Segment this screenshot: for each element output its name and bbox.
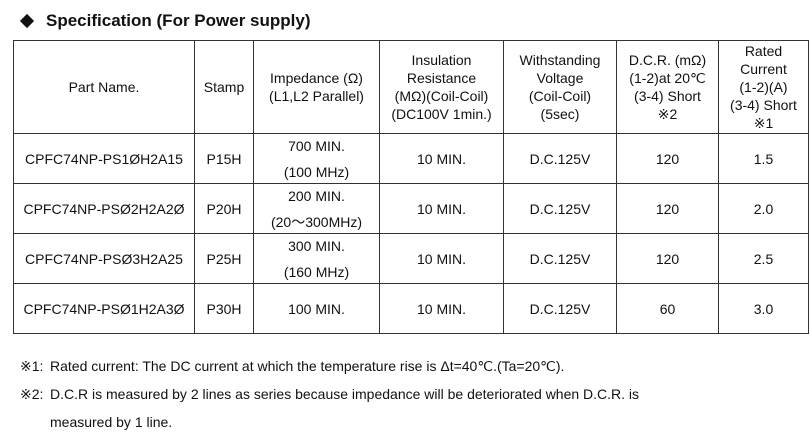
table-row: CPFC74NP-PSØ3H2A25 P25H 300 MIN. (160 MHz…	[13, 233, 809, 284]
footnote-1: ※1: Rated current: The DC current at whic…	[20, 358, 565, 374]
voltage-cell: D.C.125V	[503, 133, 617, 184]
part-name-cell: CPFC74NP-PSØ1H2A3Ø	[13, 283, 195, 334]
table-row: CPFC74NP-PSØ2H2A2Ø P20H 200 MIN. (20～300M…	[13, 183, 809, 234]
stamp-cell: P15H	[194, 133, 254, 184]
insulation-cell: 10 MIN.	[379, 133, 504, 184]
header-row: Part Name. Stamp Impedance (Ω) (L1,L2 Pa…	[13, 40, 809, 134]
part-name-cell: CPFC74NP-PSØ3H2A25	[13, 233, 195, 284]
dcr-cell: 120	[616, 133, 719, 184]
header-stamp: Stamp	[194, 40, 254, 134]
insulation-cell: 10 MIN.	[379, 183, 504, 234]
insulation-cell: 10 MIN.	[379, 283, 504, 334]
header-rated-current: Rated Current (1-2)(A) (3-4) Short ※1	[718, 40, 809, 134]
header-part-name: Part Name.	[13, 40, 195, 134]
part-name-cell: CPFC74NP-PSØ2H2A2Ø	[13, 183, 195, 234]
section-title: Specification (For Power supply)	[16, 8, 310, 34]
diamond-bullet-icon	[19, 13, 35, 29]
rated-current-cell: 1.5	[718, 133, 809, 184]
table-row: CPFC74NP-PSØ1H2A3Ø P30H 100 MIN. 10 MIN.…	[13, 283, 809, 334]
impedance-cell: 100 MIN.	[253, 283, 380, 334]
footnotes: ※1: Rated current: The DC current at whic…	[20, 352, 800, 436]
dcr-cell: 120	[616, 233, 719, 284]
footnote-2: ※2: D.C.R is measured by 2 lines as serie…	[20, 386, 640, 430]
header-impedance: Impedance (Ω) (L1,L2 Parallel)	[253, 40, 380, 134]
stamp-cell: P25H	[194, 233, 254, 284]
rated-current-cell: 3.0	[718, 283, 809, 334]
impedance-cell: 700 MIN. (100 MHz)	[253, 133, 380, 184]
voltage-cell: D.C.125V	[503, 233, 617, 284]
impedance-cell: 200 MIN. (20～300MHz)	[253, 183, 380, 234]
rated-current-cell: 2.0	[718, 183, 809, 234]
header-withstanding: Withstanding Voltage (Coil-Coil) (5sec)	[503, 40, 617, 134]
insulation-cell: 10 MIN.	[379, 233, 504, 284]
table-row: CPFC74NP-PS1ØH2A15 P15H 700 MIN. (100 MHz…	[13, 133, 809, 184]
part-name-cell: CPFC74NP-PS1ØH2A15	[13, 133, 195, 184]
header-dcr: D.C.R. (mΩ) (1-2)at 20℃ (3-4) Short ※2	[616, 40, 719, 134]
impedance-cell: 300 MIN. (160 MHz)	[253, 233, 380, 284]
title-text: Specification (For Power supply)	[46, 11, 311, 30]
voltage-cell: D.C.125V	[503, 183, 617, 234]
stamp-cell: P30H	[194, 283, 254, 334]
stamp-cell: P20H	[194, 183, 254, 234]
header-insulation: Insulation Resistance (MΩ)(Coil-Coil) (D…	[379, 40, 504, 134]
dcr-cell: 120	[616, 183, 719, 234]
dcr-cell: 60	[616, 283, 719, 334]
rated-current-cell: 2.5	[718, 233, 809, 284]
voltage-cell: D.C.125V	[503, 283, 617, 334]
specification-table: Part Name. Stamp Impedance (Ω) (L1,L2 Pa…	[13, 40, 809, 334]
